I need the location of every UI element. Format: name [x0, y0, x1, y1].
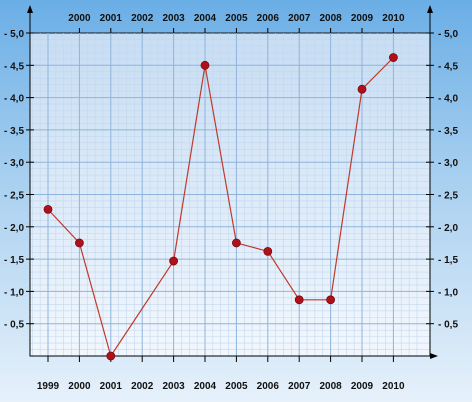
x-tick-label-top: 2003: [162, 13, 185, 24]
y-tick-label-left: - 1,5: [4, 255, 24, 266]
y-tick-label-right: - 3,5: [438, 126, 458, 137]
x-tick-label-bottom: 2001: [100, 381, 123, 392]
axes: [27, 5, 438, 359]
y-tick-label-left: - 2,0: [4, 223, 24, 234]
y-tick-label-right: - 1,5: [438, 255, 458, 266]
y-tick-label-left: - 3,5: [4, 126, 24, 137]
x-tick-label-top: 2005: [225, 13, 248, 24]
data-point: [200, 60, 210, 70]
y-tick-label-left: - 5,0: [4, 29, 24, 40]
y-tick-label-left: - 4,0: [4, 94, 24, 105]
x-tick-label-bottom: 2009: [351, 381, 374, 392]
x-tick-label-top: 2002: [131, 13, 154, 24]
data-point: [106, 351, 116, 361]
data-point: [169, 256, 179, 266]
x-tick-label-top: 2010: [382, 13, 405, 24]
y-tick-label-left: - 0,5: [4, 320, 24, 331]
y-tick-label-right: - 4,5: [438, 61, 458, 72]
data-point: [326, 295, 336, 305]
x-tick-label-bottom: 2008: [319, 381, 342, 392]
x-tick-label-bottom: 2002: [131, 381, 154, 392]
data-point: [294, 295, 304, 305]
x-tick-label-top: 2001: [100, 13, 123, 24]
series-group: [43, 53, 398, 361]
x-tick-label-top: 2007: [288, 13, 311, 24]
y-axis-arrow: [27, 5, 33, 13]
x-tick-label-bottom: 2010: [382, 381, 405, 392]
data-point: [357, 84, 367, 94]
x-tick-label-top: 2008: [319, 13, 342, 24]
y-tick-label-left: - 4,5: [4, 61, 24, 72]
x-tick-label-bottom: 2005: [225, 381, 248, 392]
axis-ticks: [26, 28, 434, 362]
x-tick-label-bottom: 2003: [162, 381, 185, 392]
y-tick-label-right: - 2,0: [438, 223, 458, 234]
x-axis-arrow: [430, 353, 438, 359]
y-tick-label-right: - 5,0: [438, 29, 458, 40]
y-tick-label-right: - 4,0: [438, 94, 458, 105]
x-tick-label-bottom: 2007: [288, 381, 311, 392]
y-tick-label-right: - 1,0: [438, 287, 458, 298]
data-point: [43, 204, 53, 214]
x-tick-label-bottom: 2000: [68, 381, 91, 392]
x-tick-label-bottom: 1999: [37, 381, 60, 392]
right-axis-arrow: [427, 5, 433, 13]
y-tick-label-right: - 2,5: [438, 191, 458, 202]
x-tick-label-top: 2006: [257, 13, 280, 24]
x-tick-label-top: 2004: [194, 13, 217, 24]
y-tick-label-left: - 2,5: [4, 191, 24, 202]
data-point: [231, 238, 241, 248]
data-point: [75, 238, 84, 248]
tick-labels: 1999 2000 2001 2002 2003 2004 2005 2006 2007 2008…: [4, 13, 458, 392]
x-tick-label-top: 2000: [68, 13, 91, 24]
grid-major: [30, 33, 430, 356]
x-tick-label-top: 2009: [351, 13, 374, 24]
y-tick-label-right: - 3,0: [438, 158, 458, 169]
x-tick-label-bottom: 2004: [194, 381, 217, 392]
data-point: [263, 246, 273, 256]
data-point: [388, 53, 398, 62]
y-tick-label-left: - 3,0: [4, 158, 24, 169]
y-tick-label-right: - 0,5: [438, 320, 458, 331]
y-tick-label-left: - 1,0: [4, 287, 24, 298]
x-tick-label-bottom: 2006: [257, 381, 280, 392]
